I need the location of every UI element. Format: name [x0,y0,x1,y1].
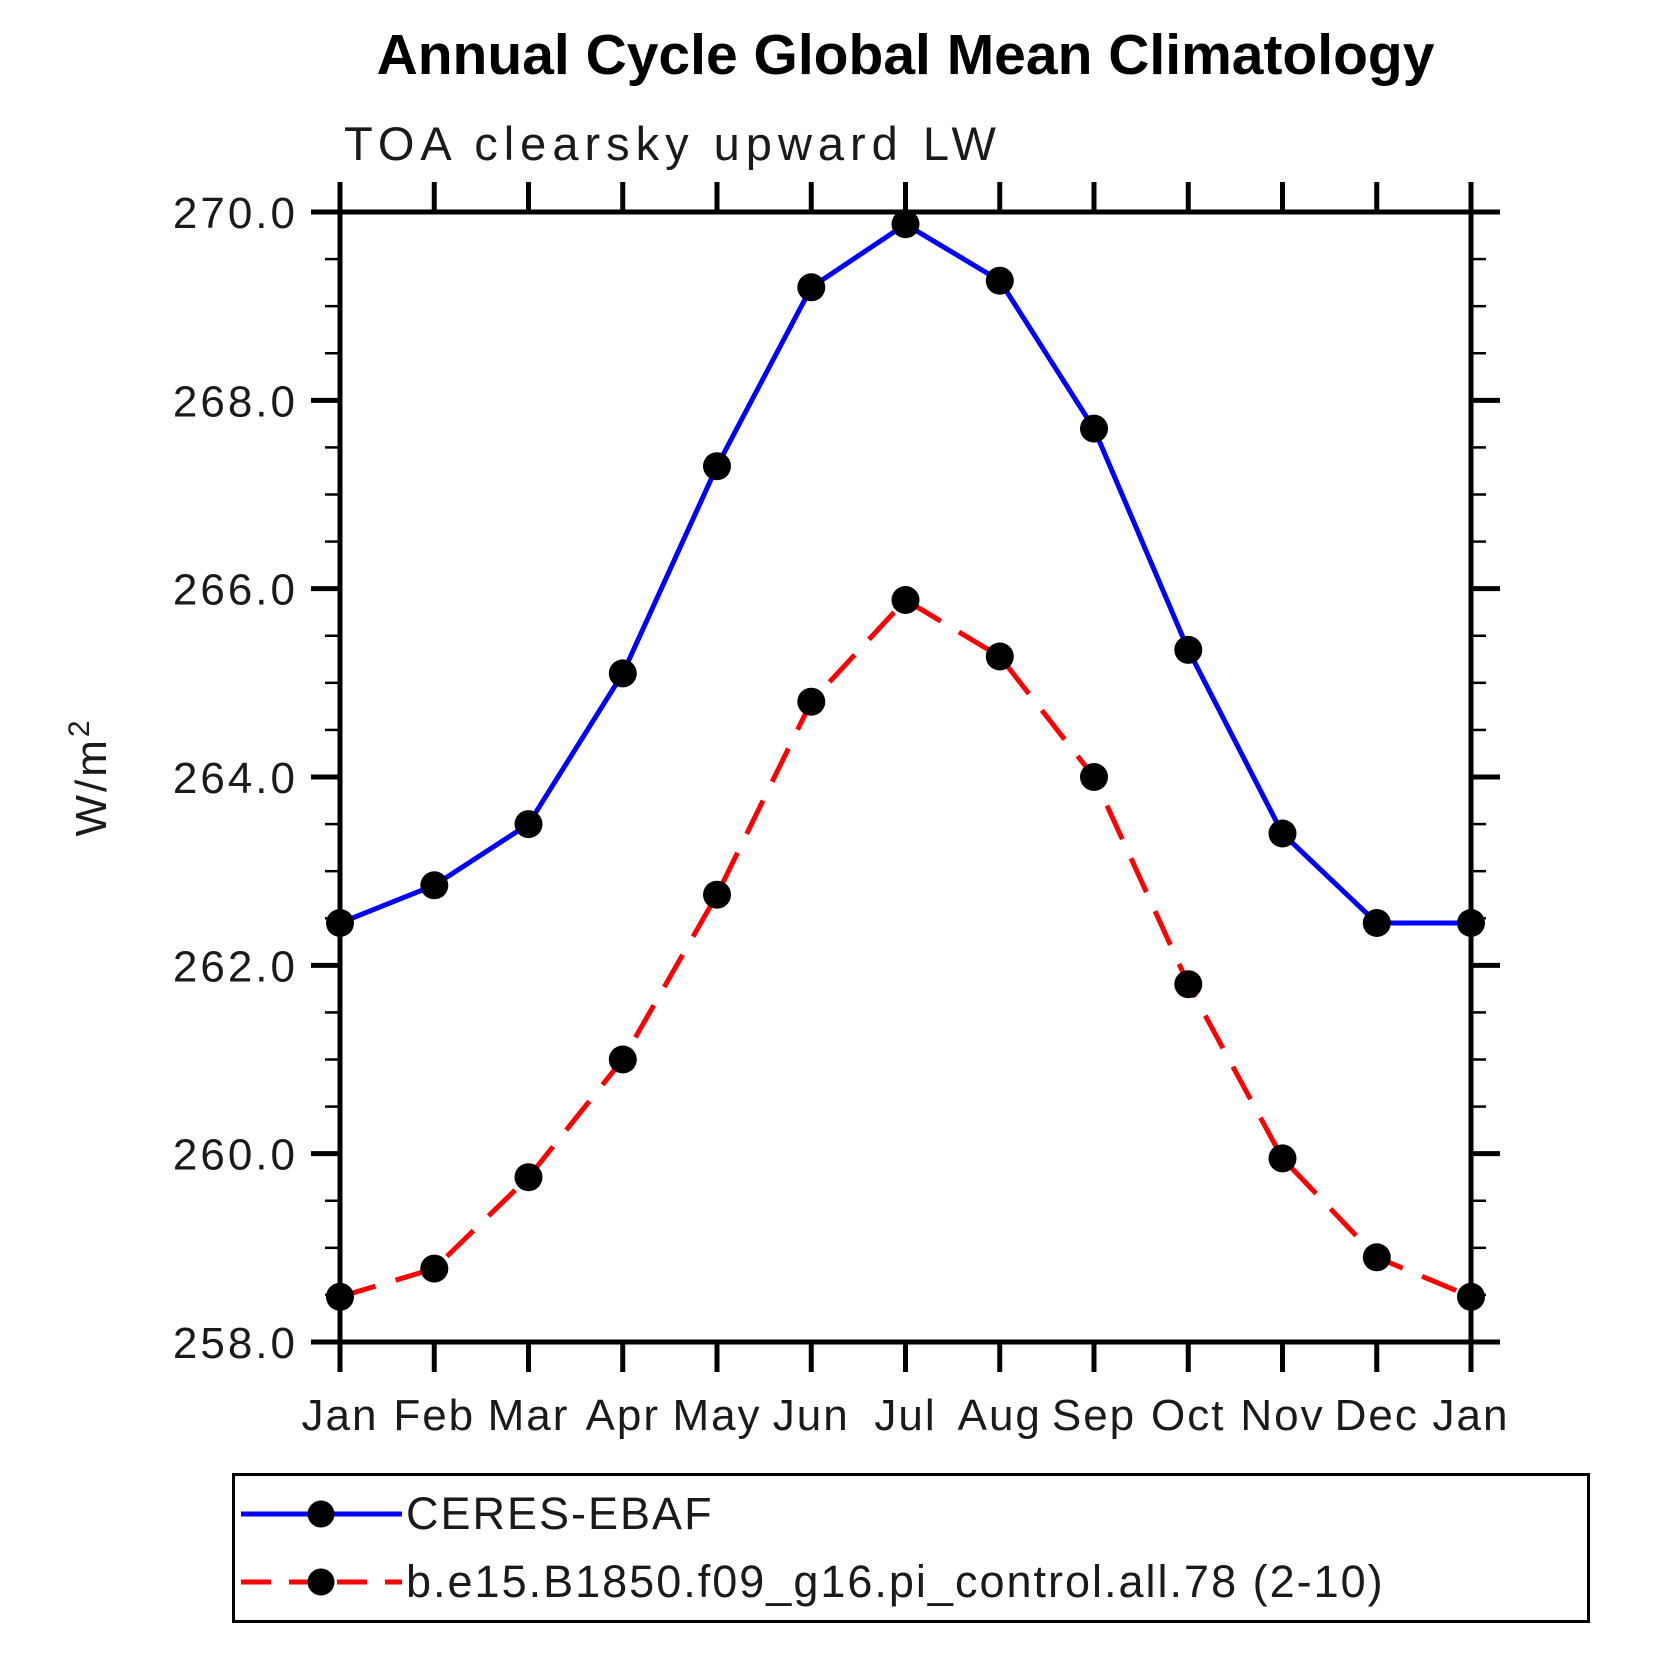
legend-swatch-dashed-line [241,1568,402,1596]
data-point-marker-series-1 [1174,970,1203,999]
data-point-marker-series-1 [1268,1144,1297,1173]
data-point-marker-series-1 [1080,763,1108,791]
data-point-marker-series-1 [1362,1243,1391,1272]
legend: CERES-EBAF b.e15.B1850.f09_g16.pi_contro… [232,1473,1590,1623]
legend-marker-dot [307,1568,335,1596]
data-point-marker-series-1 [326,1282,354,1311]
data-point-marker-series-0 [891,210,920,239]
data-point-marker-series-1 [797,687,826,716]
legend-label-ceres-ebaf: CERES-EBAF [406,1488,714,1539]
y-tick-label: 270.0 [173,189,298,238]
data-point-marker-series-0 [703,452,731,481]
month-label: Mar [488,1391,570,1440]
month-label: Feb [393,1391,475,1440]
data-point-marker-series-1 [420,1254,449,1283]
month-label: May [672,1391,761,1440]
legend-label-model-run: b.e15.B1850.f09_g16.pi_control.all.78 (2… [406,1556,1385,1607]
month-label: Jul [874,1391,936,1440]
y-tick-label: 260.0 [173,1131,298,1180]
month-label: Oct [1151,1391,1225,1440]
y-axis-title: W/m2 [63,717,116,836]
data-point-marker-series-0 [1174,635,1203,664]
month-label: Nov [1240,1391,1324,1440]
data-point-marker-series-0 [514,810,543,839]
month-label: Sep [1052,1391,1136,1440]
data-point-marker-series-0 [1457,909,1485,937]
data-point-marker-series-0 [1268,819,1297,848]
series-line-0 [339,221,1471,926]
data-point-marker-series-0 [1362,909,1391,937]
month-label: Dec [1335,1391,1419,1440]
data-point-marker-series-1 [703,880,731,909]
data-point-marker-series-1 [891,586,920,614]
month-label: Jun [773,1391,850,1440]
month-label: Jan [1433,1391,1510,1440]
y-tick-label: 266.0 [173,566,298,615]
legend-marker-dot [307,1500,335,1528]
month-label: Aug [958,1391,1042,1440]
y-tick-label: 258.0 [173,1319,298,1368]
data-point-marker-series-0 [326,909,354,937]
data-point-marker-series-1 [1457,1282,1485,1311]
y-tick-label: 264.0 [173,754,298,803]
legend-swatch-solid-line [241,1500,402,1528]
data-point-marker-series-0 [1080,414,1108,443]
legend-item-ceres-ebaf: CERES-EBAF [239,1484,1587,1544]
data-point-marker-series-0 [797,273,826,302]
month-label: Jan [302,1391,379,1440]
data-point-marker-series-1 [608,1045,637,1074]
chart-subtitle: TOA clearsky upward LW [344,117,1002,170]
data-point-marker-series-1 [514,1163,543,1192]
month-label: Apr [586,1391,660,1440]
data-point-marker-series-0 [985,266,1014,295]
legend-item-model-run: b.e15.B1850.f09_g16.pi_control.all.78 (2… [239,1552,1587,1612]
y-tick-label: 268.0 [173,377,298,426]
chart-title: Annual Cycle Global Mean Climatology [376,23,1435,87]
data-point-marker-series-1 [985,642,1014,671]
data-point-marker-series-0 [420,871,449,900]
data-point-marker-series-0 [608,659,637,688]
y-tick-label: 262.0 [173,942,298,991]
plot-frame [337,209,1474,1345]
series-line-1 [339,596,1472,1300]
